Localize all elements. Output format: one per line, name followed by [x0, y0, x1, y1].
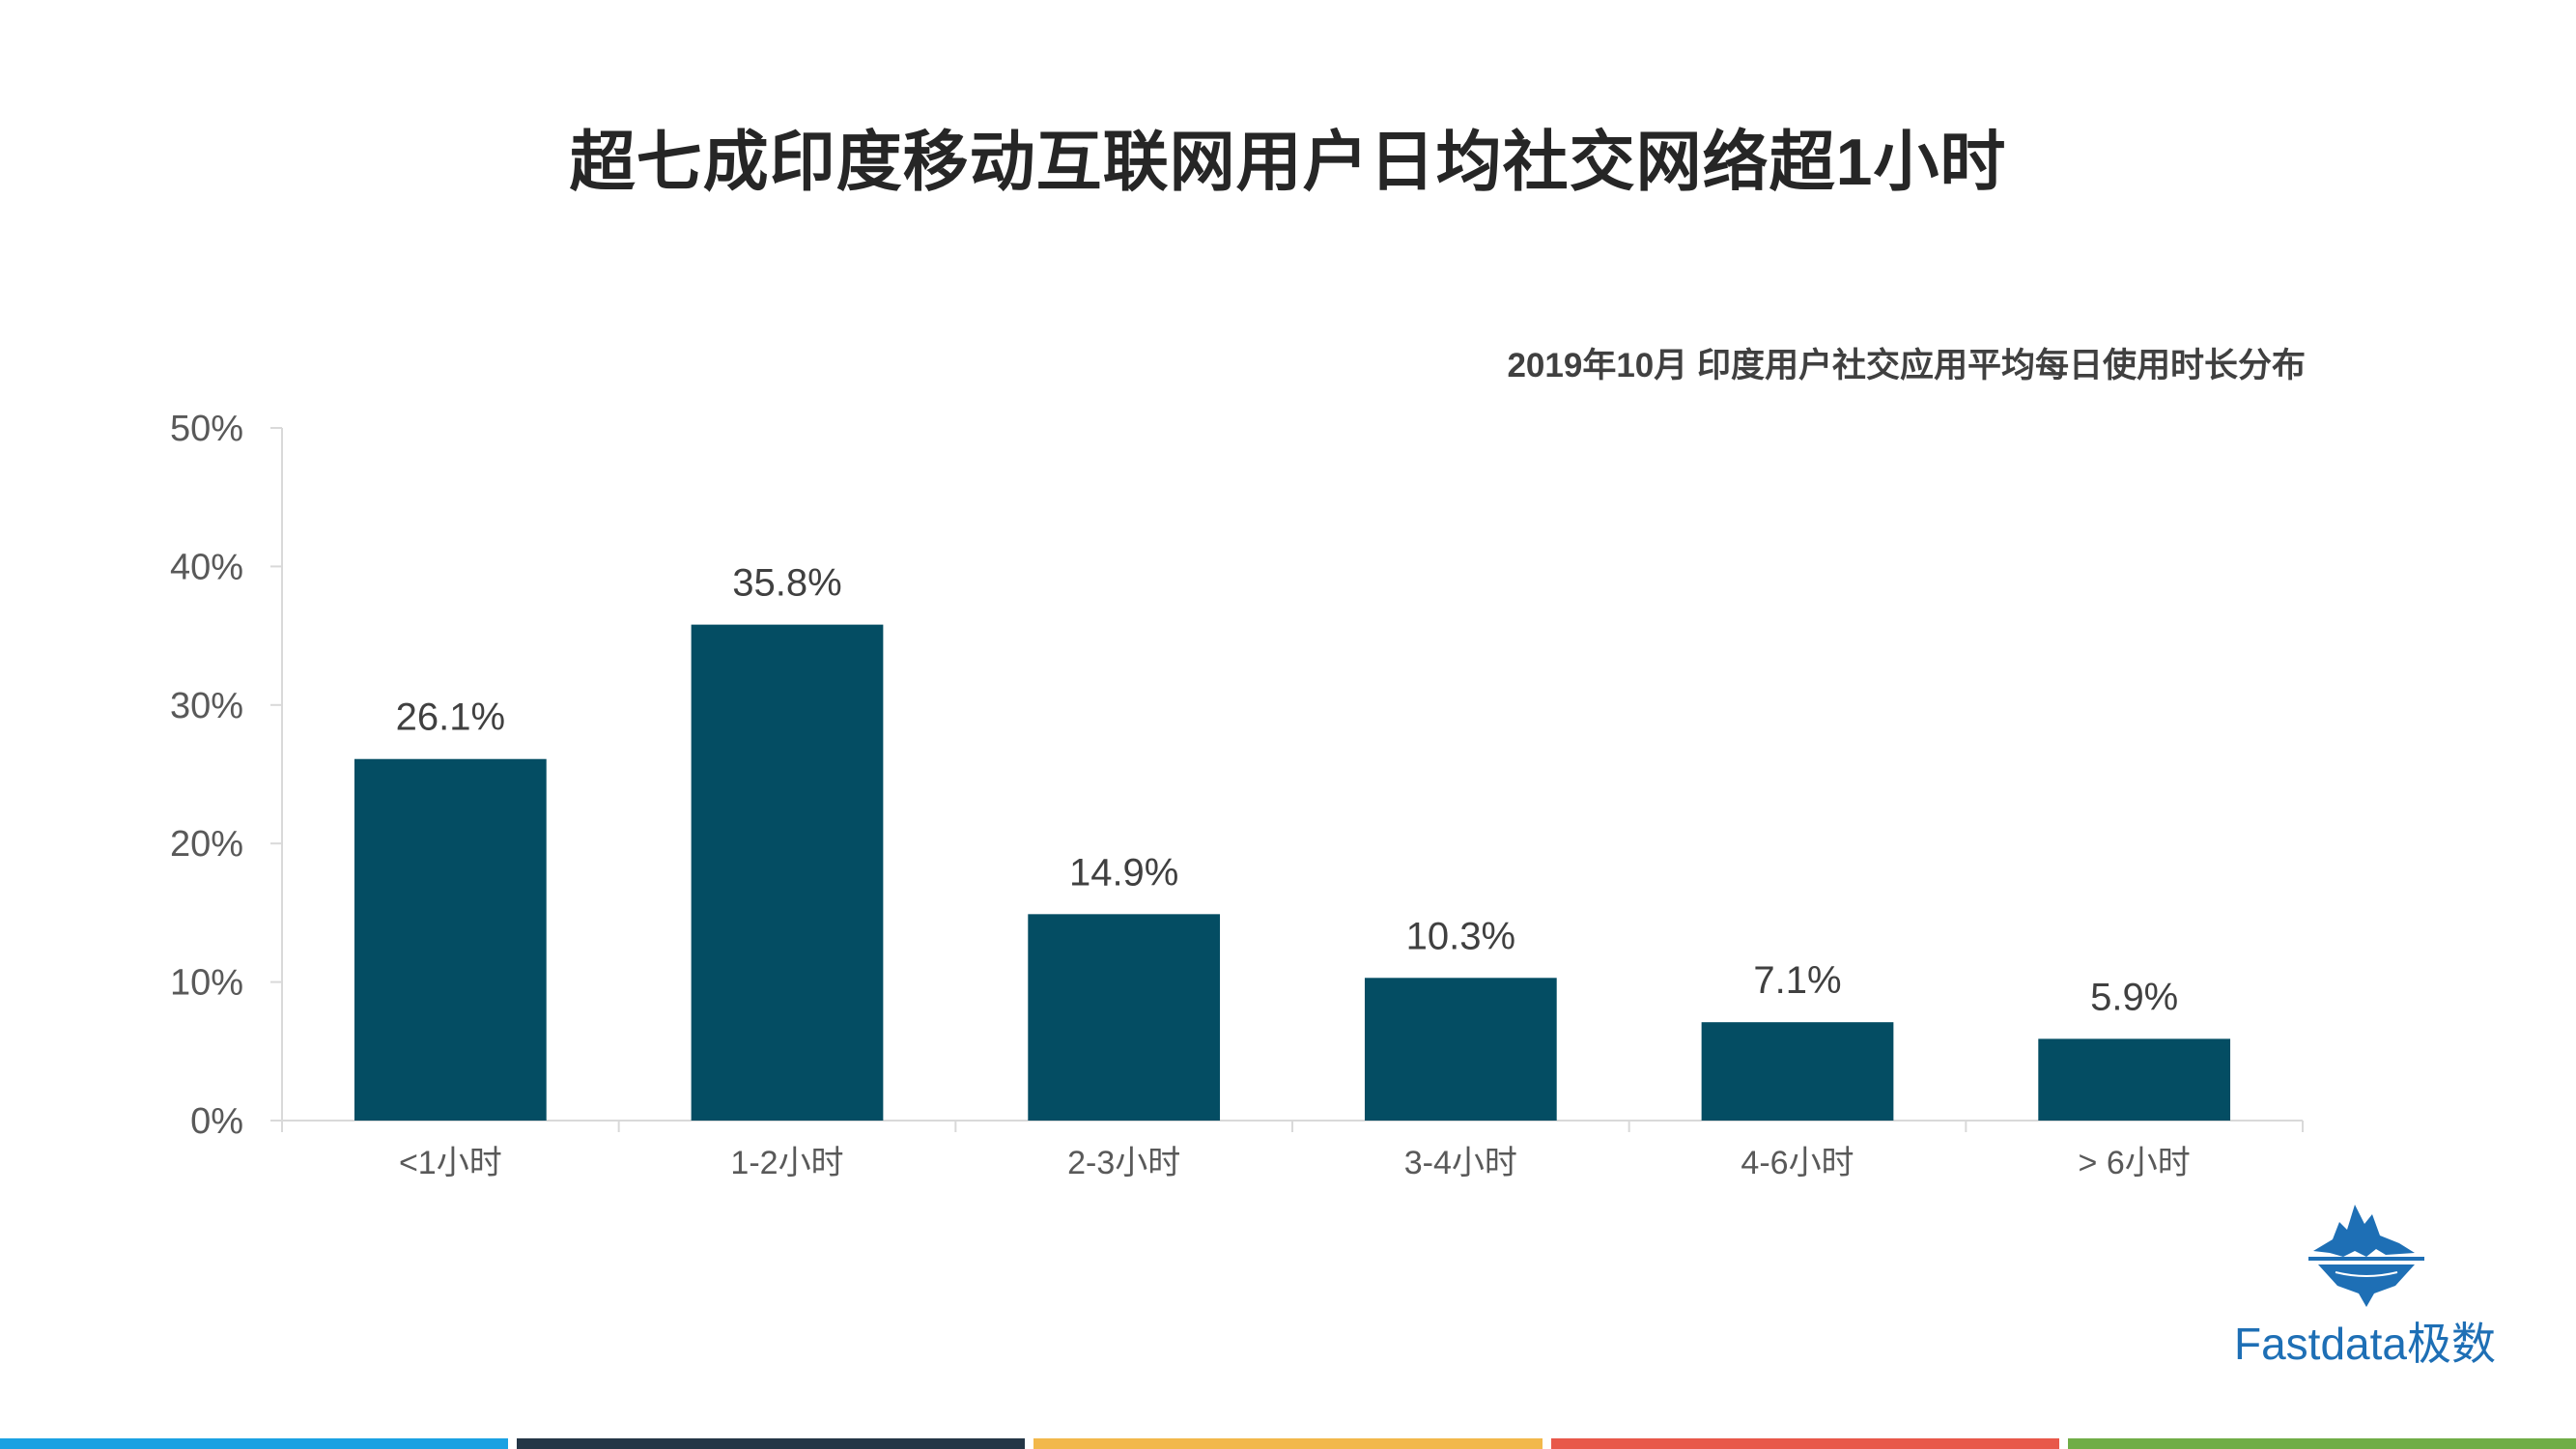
data-label: 10.3%: [1406, 915, 1515, 957]
bar: [1364, 978, 1557, 1121]
color-bar-segment: [0, 1438, 509, 1449]
color-bar-segment: [1550, 1438, 2059, 1449]
bar: [1028, 914, 1221, 1121]
y-tick-label: 30%: [170, 686, 243, 726]
data-label: 35.8%: [732, 562, 841, 605]
bar: [2038, 1038, 2231, 1121]
bar: [1701, 1022, 1894, 1121]
bars: [354, 624, 2231, 1121]
bar: [354, 758, 547, 1121]
bar: [691, 624, 884, 1121]
data-label: 14.9%: [1069, 851, 1178, 894]
x-tick-label: 1-2小时: [730, 1145, 843, 1181]
chart-subtitle: 2019年10月 印度用户社交应用平均每日使用时长分布: [1507, 347, 2306, 384]
bottom-color-bar: [0, 1438, 2576, 1449]
color-bar-segment: [2067, 1438, 2576, 1449]
page-title: 超七成印度移动互联网用户日均社交网络超1小时: [569, 126, 2007, 199]
y-tick-label: 20%: [170, 824, 243, 865]
data-labels: 26.1% 35.8% 14.9% 10.3% 7.1% 5.9%: [396, 562, 2179, 1019]
x-tick-label: 3-4小时: [1404, 1145, 1517, 1181]
y-tick-label: 10%: [170, 963, 243, 1004]
x-tick-label: <1小时: [399, 1145, 502, 1181]
brand-name: Fastdata极数: [2234, 1319, 2496, 1369]
y-axis: 0% 10% 20% 30% 40% 50%: [170, 409, 283, 1142]
data-label: 7.1%: [1753, 959, 1841, 1002]
x-tick-label: > 6小时: [2079, 1145, 2191, 1181]
data-label: 26.1%: [396, 696, 505, 739]
x-tick-label: 2-3小时: [1067, 1145, 1180, 1181]
x-axis: <1小时 1-2小时 2-3小时 3-4小时 4-6小时 > 6小时: [281, 1120, 2304, 1181]
y-tick-label: 50%: [170, 409, 243, 449]
data-label: 5.9%: [2090, 976, 2178, 1018]
iceberg-logo-icon: [2308, 1205, 2424, 1307]
color-bar-segment: [517, 1438, 1026, 1449]
y-tick-label: 40%: [170, 547, 243, 587]
bar-chart: 0% 10% 20% 30% 40% 50% <1小时 1-2小时 2-3小时 3-4小时 4-6…: [170, 409, 2304, 1181]
y-tick-label: 0%: [190, 1101, 243, 1142]
color-bar-segment: [1033, 1438, 1543, 1449]
x-tick-label: 4-6小时: [1741, 1145, 1854, 1181]
